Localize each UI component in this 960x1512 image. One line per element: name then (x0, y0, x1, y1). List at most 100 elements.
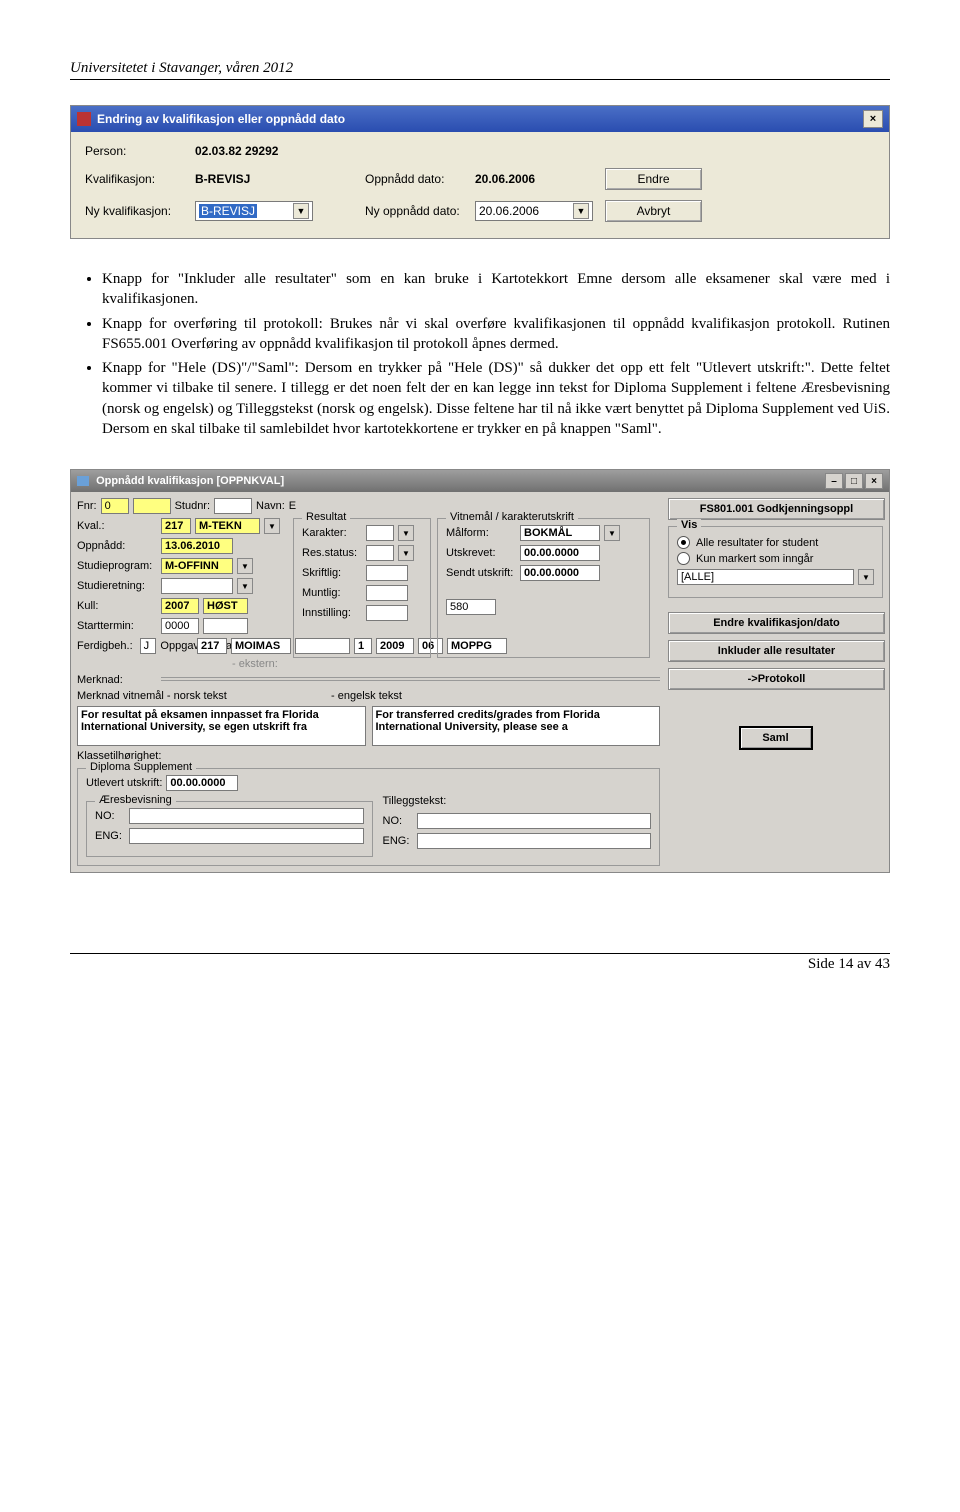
chevron-down-icon[interactable]: ▼ (293, 203, 309, 219)
karakter-input[interactable] (366, 525, 394, 541)
resstatus-input[interactable] (366, 545, 394, 561)
label-studieprogram: Studieprogram: (77, 560, 157, 572)
muntlig-input[interactable] (366, 585, 408, 601)
maximize-icon[interactable]: □ (845, 473, 863, 489)
label-person: Person: (85, 144, 195, 158)
malform-input[interactable]: BOKMÅL (520, 525, 600, 541)
avbryt-button[interactable]: Avbryt (605, 200, 702, 222)
chevron-down-icon[interactable]: ▼ (237, 578, 253, 594)
dialog2-titlebar: Oppnådd kvalifikasjon [OPPNKVAL] – □ × (71, 470, 889, 492)
label-ny-kvalifikasjon: Ny kvalifikasjon: (85, 204, 195, 218)
bullet-1: Knapp for "Inkluder alle resultater" som… (102, 269, 890, 310)
minimize-icon[interactable]: – (825, 473, 843, 489)
starttermin-input[interactable]: 0000 (161, 618, 199, 634)
merknad-no-text[interactable]: For resultat på eksamen innpasset fra Fl… (77, 706, 366, 746)
studnr-input[interactable] (214, 498, 252, 514)
skriftlig-input[interactable] (366, 565, 408, 581)
kull2-input[interactable]: HØST (203, 598, 248, 614)
tillegg-no-input[interactable] (417, 813, 652, 829)
chevron-down-icon[interactable]: ▼ (398, 525, 414, 541)
label-innstilling: Innstilling: (302, 607, 362, 619)
label-eng-1: ENG: (95, 830, 125, 842)
merknad-en-text[interactable]: For transferred credits/grades from Flor… (372, 706, 661, 746)
label-starttermin: Starttermin: (77, 620, 157, 632)
kval1-input[interactable]: 217 (161, 518, 191, 534)
aeres-no-input[interactable] (129, 808, 364, 824)
endre-button[interactable]: Endre (605, 168, 702, 190)
close-icon[interactable]: × (863, 110, 883, 128)
label-skriftlig: Skriftlig: (302, 567, 362, 579)
ny-oppnadd-combo[interactable]: 20.06.2006 ▼ (475, 201, 593, 221)
body-text: Knapp for "Inkluder alle resultater" som… (70, 269, 890, 439)
group-vitnemal: Vitnemål / karakterutskrift (446, 511, 578, 523)
group-aeres: Æresbevisning (95, 794, 176, 806)
chevron-down-icon[interactable]: ▼ (573, 203, 589, 219)
label-studnr: Studnr: (175, 500, 210, 512)
ny-kvalifikasjon-combo[interactable]: B-REVISJ ▼ (195, 201, 313, 221)
protokoll-button[interactable]: ->Protokoll (668, 668, 885, 690)
oppnadd-input[interactable]: 13.06.2010 (161, 538, 233, 554)
ferdigbeh-input[interactable]: J (140, 638, 157, 654)
oppg2-input[interactable]: MOIMAS (231, 638, 291, 654)
app-icon (77, 112, 91, 126)
label-ferdigbeh: Ferdigbeh.: (77, 640, 136, 652)
chevron-down-icon[interactable]: ▼ (398, 545, 414, 561)
label-malform: Målform: (446, 527, 516, 539)
label-kval: Kval.: (77, 520, 157, 532)
chevron-down-icon[interactable]: ▼ (264, 518, 280, 534)
studieretning-input[interactable] (161, 578, 233, 594)
label-tillegg: Tilleggstekst: (383, 795, 447, 807)
label-oppnadd2: Oppnådd: (77, 540, 157, 552)
radio-kun[interactable]: Kun markert som inngår (677, 552, 874, 565)
bullet-2: Knapp for overføring til protokoll: Bruk… (102, 314, 890, 355)
dialog1-titlebar: Endring av kvalifikasjon eller oppnådd d… (71, 106, 889, 132)
label-no-1: NO: (95, 810, 125, 822)
page-footer: Side 14 av 43 (70, 953, 890, 973)
label-resstatus: Res.status: (302, 547, 362, 559)
utskrevet-input[interactable]: 00.00.0000 (520, 545, 600, 561)
value-kvalifikasjon: B-REVISJ (195, 172, 365, 186)
fnr-input[interactable]: 0 (101, 498, 129, 514)
chevron-down-icon[interactable]: ▼ (237, 558, 253, 574)
group-resultat: Resultat (302, 511, 350, 523)
fnr2-input[interactable] (133, 498, 171, 514)
label-merknad-en: - engelsk tekst (331, 690, 402, 702)
label-fnr: Fnr: (77, 500, 97, 512)
sendt-input[interactable]: 00.00.0000 (520, 565, 600, 581)
oppg1-input[interactable]: 217 (197, 638, 227, 654)
aeres-eng-input[interactable] (129, 828, 364, 844)
saml-button[interactable]: Saml (739, 726, 813, 750)
radio-alle[interactable]: Alle resultater for student (677, 536, 874, 549)
kull1-input[interactable]: 2007 (161, 598, 199, 614)
tillegg-eng-input[interactable] (417, 833, 652, 849)
chevron-down-icon[interactable]: ▼ (604, 525, 620, 541)
label-utskrevet: Utskrevet: (446, 547, 516, 559)
inkluder-button[interactable]: Inkluder alle resultater (668, 640, 885, 662)
label-karakter: Karakter: (302, 527, 362, 539)
label-kvalifikasjon: Kvalifikasjon: (85, 172, 195, 186)
label-merknad: Merknad: (77, 674, 157, 686)
studieprogram-input[interactable]: M-OFFINN (161, 558, 233, 574)
label-utlevert: Utlevert utskrift: (86, 777, 162, 789)
utlevert-input[interactable]: 00.00.0000 (166, 775, 238, 791)
ny-oppnadd-value: 20.06.2006 (479, 204, 539, 218)
page-header: Universitetet i Stavanger, våren 2012 (70, 60, 890, 80)
dialog-oppnkval: Oppnådd kvalifikasjon [OPPNKVAL] – □ × F… (70, 469, 890, 873)
alle-input[interactable]: [ALLE] (677, 569, 854, 585)
group-diploma: Diploma Supplement (86, 761, 196, 773)
starttermin2-input[interactable] (203, 618, 248, 634)
kval2-input[interactable]: M-TEKN (195, 518, 260, 534)
code-input[interactable]: 580 (446, 599, 496, 615)
label-sendt: Sendt utskrift: (446, 567, 516, 579)
label-no-2: NO: (383, 815, 413, 827)
label-studieretning: Studieretning: (77, 580, 157, 592)
chevron-down-icon[interactable]: ▼ (858, 569, 874, 585)
innstilling-input[interactable] (366, 605, 408, 621)
close-icon[interactable]: × (865, 473, 883, 489)
label-oppnadd: Oppnådd dato: (365, 172, 475, 186)
godkjenning-button[interactable]: FS801.001 Godkjenningsoppl (668, 498, 885, 520)
value-person: 02.03.82 29292 (195, 144, 365, 158)
bullet-3: Knapp for "Hele (DS)"/"Saml": Dersom en … (102, 358, 890, 439)
endre-kval-button[interactable]: Endre kvalifikasjon/dato (668, 612, 885, 634)
label-navn: Navn: (256, 500, 285, 512)
